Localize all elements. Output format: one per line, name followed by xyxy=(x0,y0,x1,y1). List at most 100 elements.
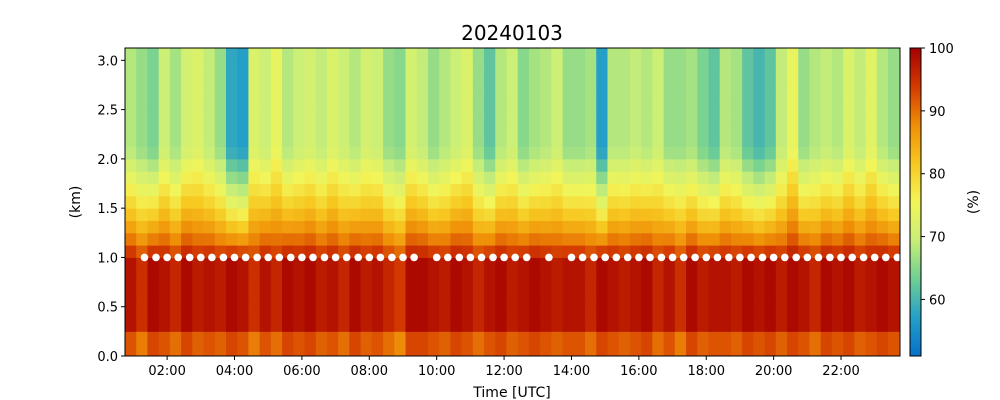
heatmap-cell xyxy=(237,84,249,98)
heatmap-cell xyxy=(585,257,597,271)
heatmap-cell xyxy=(326,146,339,160)
heatmap-cell xyxy=(203,220,216,234)
heatmap-cell xyxy=(472,134,485,148)
heatmap-cell xyxy=(203,48,216,61)
heatmap-cell xyxy=(652,232,665,246)
heatmap-cell xyxy=(652,171,665,185)
heatmap-cell xyxy=(674,319,687,332)
heatmap-cell xyxy=(843,257,855,271)
heatmap-cell xyxy=(326,269,339,283)
heatmap-cell xyxy=(461,60,474,74)
heatmap-cell xyxy=(237,195,249,209)
heatmap-cell xyxy=(719,282,732,295)
heatmap-cell xyxy=(147,72,160,86)
heatmap-cell xyxy=(360,343,373,357)
heatmap-cell xyxy=(753,158,766,172)
heatmap-cell xyxy=(674,195,687,209)
heatmap-cell xyxy=(495,232,507,246)
heatmap-cell xyxy=(169,220,182,234)
heatmap-cell xyxy=(730,232,743,246)
heatmap-cell xyxy=(472,97,485,111)
heatmap-cell xyxy=(596,60,608,74)
heatmap-cell xyxy=(461,257,474,271)
heatmap-cell xyxy=(865,84,878,98)
heatmap-cell xyxy=(629,257,642,271)
heatmap-cell xyxy=(585,183,597,197)
heatmap-cell xyxy=(506,72,519,86)
heatmap-cell xyxy=(214,257,227,271)
heatmap-cell xyxy=(495,158,507,172)
heatmap-cell xyxy=(809,343,822,357)
heatmap-cell xyxy=(708,232,721,246)
heatmap-cell xyxy=(450,171,463,185)
heatmap-cell xyxy=(831,195,844,209)
heatmap-cell xyxy=(259,121,272,135)
heatmap-cell xyxy=(888,146,900,160)
heatmap-cell xyxy=(416,146,429,160)
heatmap-cell xyxy=(439,331,451,345)
heatmap-cell xyxy=(820,183,833,197)
heatmap-cell xyxy=(293,134,306,148)
heatmap-cell xyxy=(360,48,373,61)
heatmap-cell xyxy=(730,60,743,74)
heatmap-cell xyxy=(775,48,788,61)
heatmap-cell xyxy=(326,220,339,234)
heatmap-cell xyxy=(820,97,833,111)
heatmap-cell xyxy=(405,208,418,221)
heatmap-cell xyxy=(697,48,709,61)
heatmap-cell xyxy=(203,158,216,172)
heatmap-cell xyxy=(450,121,463,135)
marker-point xyxy=(399,253,407,262)
heatmap-cell xyxy=(854,282,867,295)
marker-point xyxy=(882,253,890,262)
heatmap-cell xyxy=(708,331,721,345)
heatmap-cell xyxy=(854,208,867,221)
heatmap-cell xyxy=(540,84,552,98)
heatmap-cell xyxy=(865,232,878,246)
heatmap-cell xyxy=(304,97,317,111)
heatmap-cell xyxy=(809,195,822,209)
heatmap-cell xyxy=(203,84,216,98)
heatmap-cell xyxy=(730,171,743,185)
heatmap-cell xyxy=(596,294,608,308)
heatmap-cell xyxy=(461,97,474,111)
heatmap-cell xyxy=(248,208,261,221)
heatmap-cell xyxy=(338,146,350,160)
heatmap-cell xyxy=(697,171,709,185)
heatmap-cell xyxy=(270,257,283,271)
heatmap-cell xyxy=(270,60,283,74)
heatmap-cell xyxy=(495,282,507,295)
heatmap-cell xyxy=(663,84,676,98)
heatmap-cell xyxy=(787,257,799,271)
heatmap-cell xyxy=(282,171,294,185)
heatmap-cell xyxy=(472,60,485,74)
heatmap-cell xyxy=(147,208,160,221)
heatmap-cell xyxy=(338,319,350,332)
heatmap-cell xyxy=(764,146,777,160)
heatmap-cell xyxy=(652,72,665,86)
heatmap-cell xyxy=(270,208,283,221)
heatmap-cell xyxy=(540,331,552,345)
heatmap-cell xyxy=(192,48,205,61)
heatmap-cell xyxy=(136,84,148,98)
heatmap-cell xyxy=(158,121,171,135)
heatmap-cell xyxy=(461,232,474,246)
heatmap-cell xyxy=(371,319,384,332)
heatmap-cell xyxy=(730,331,743,345)
heatmap-cell xyxy=(775,220,788,234)
heatmap-cell xyxy=(237,121,249,135)
heatmap-cell xyxy=(809,294,822,308)
heatmap-cell xyxy=(820,60,833,74)
heatmap-cell xyxy=(416,232,429,246)
heatmap-cell xyxy=(573,282,586,295)
heatmap-cell xyxy=(304,183,317,197)
heatmap-cell xyxy=(641,282,653,295)
heatmap-cell xyxy=(562,245,575,258)
heatmap-cell xyxy=(203,257,216,271)
heatmap-cell xyxy=(326,195,339,209)
heatmap-cell xyxy=(270,72,283,86)
heatmap-cell xyxy=(259,60,272,74)
heatmap-cell xyxy=(472,158,485,172)
heatmap-cell xyxy=(798,232,810,246)
heatmap-cell xyxy=(674,208,687,221)
